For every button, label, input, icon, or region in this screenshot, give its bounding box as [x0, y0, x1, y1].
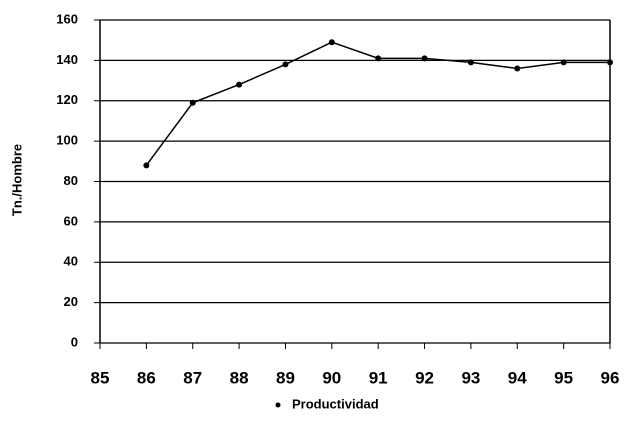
x-tick-label: 88	[230, 368, 249, 387]
y-axis-label: Tn./Hombre	[9, 144, 24, 216]
y-tick-label: 80	[64, 173, 78, 188]
y-tick-label: 40	[64, 254, 78, 269]
y-tick-label: 100	[56, 133, 78, 148]
x-tick-label: 86	[137, 368, 156, 387]
y-tick-label: 0	[71, 334, 78, 349]
legend-label: Productividad	[292, 396, 379, 411]
data-point	[514, 65, 521, 72]
x-tick-label: 94	[508, 368, 527, 387]
data-point	[189, 99, 196, 106]
x-tick-label: 91	[369, 368, 388, 387]
x-tick-label: 92	[415, 368, 434, 387]
x-tick-label: 90	[322, 368, 341, 387]
data-point	[375, 55, 382, 62]
y-tick-label: 160	[56, 11, 78, 26]
data-point	[421, 55, 428, 62]
x-tick-label: 95	[554, 368, 573, 387]
data-point	[560, 59, 567, 66]
y-tick-label: 20	[64, 294, 78, 309]
data-point	[143, 162, 150, 169]
x-tick-label: 87	[183, 368, 202, 387]
x-tick-label: 89	[276, 368, 295, 387]
data-point	[607, 59, 613, 66]
x-tick-label: 85	[91, 368, 110, 387]
y-tick-label: 140	[56, 52, 78, 67]
x-tick-label: 96	[601, 368, 620, 387]
legend-marker	[275, 402, 281, 408]
y-tick-label: 120	[56, 92, 78, 107]
data-point	[328, 39, 335, 46]
data-point	[282, 61, 289, 68]
y-tick-label: 60	[64, 213, 78, 228]
data-point	[236, 81, 243, 88]
x-tick-label: 93	[461, 368, 480, 387]
data-point	[467, 59, 474, 66]
